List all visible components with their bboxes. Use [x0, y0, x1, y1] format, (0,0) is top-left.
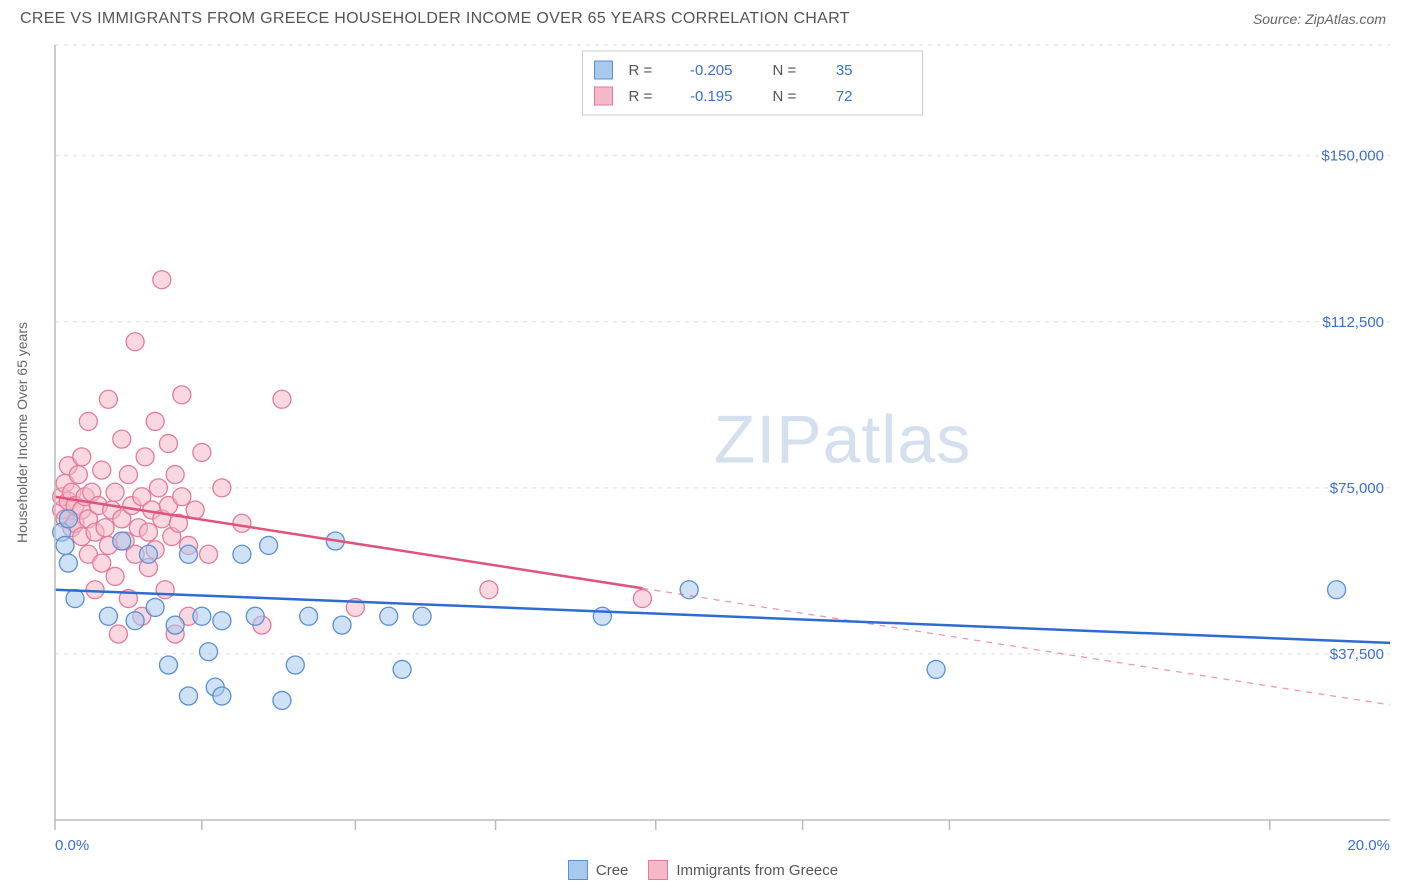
- svg-text:$150,000: $150,000: [1321, 148, 1384, 165]
- svg-text:R =: R =: [629, 88, 653, 105]
- svg-text:N =: N =: [773, 62, 797, 79]
- legend-label: Immigrants from Greece: [676, 862, 838, 879]
- svg-text:35: 35: [836, 62, 853, 79]
- legend-swatch-icon: [568, 860, 588, 880]
- series-legend: Cree Immigrants from Greece: [0, 860, 1406, 880]
- svg-text:N =: N =: [773, 88, 797, 105]
- legend-item-cree: Cree: [568, 860, 629, 880]
- svg-text:$112,500: $112,500: [1323, 314, 1384, 331]
- svg-text:-0.205: -0.205: [690, 62, 733, 79]
- svg-text:$37,500: $37,500: [1330, 646, 1384, 663]
- svg-text:72: 72: [836, 88, 853, 105]
- svg-text:0.0%: 0.0%: [55, 837, 89, 854]
- svg-text:ZIPatlas: ZIPatlas: [714, 402, 971, 478]
- svg-text:20.0%: 20.0%: [1347, 837, 1390, 854]
- legend-item-greece: Immigrants from Greece: [648, 860, 838, 880]
- svg-text:Householder Income Over 65 yea: Householder Income Over 65 years: [14, 322, 30, 543]
- correlation-chart: ZIPatlas 0.0% 20.0% $37,500 $75,000 $112,500 $…: [0, 0, 1406, 892]
- legend-label: Cree: [596, 862, 629, 879]
- legend-swatch-icon: [648, 860, 668, 880]
- svg-text:$75,000: $75,000: [1330, 480, 1384, 497]
- svg-text:R =: R =: [629, 62, 653, 79]
- svg-text:-0.195: -0.195: [690, 88, 733, 105]
